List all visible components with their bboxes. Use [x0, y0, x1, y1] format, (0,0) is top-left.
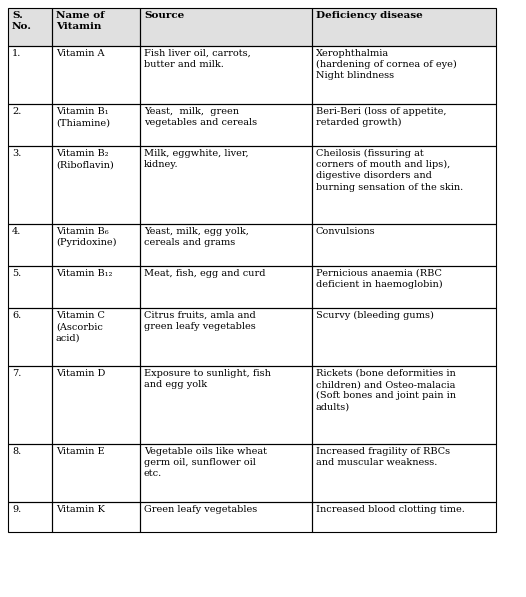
- Text: Vitamin B₁
(Thiamine): Vitamin B₁ (Thiamine): [56, 107, 110, 127]
- Text: Vitamin B₆
(Pyridoxine): Vitamin B₆ (Pyridoxine): [56, 227, 116, 247]
- Bar: [140, 366, 312, 444]
- Text: 4.: 4.: [12, 227, 22, 236]
- Bar: [52, 502, 140, 532]
- Text: Deficiency disease: Deficiency disease: [316, 11, 423, 20]
- Bar: [52, 308, 140, 366]
- Text: Source: Source: [144, 11, 184, 20]
- Text: Scurvy (bleeding gums): Scurvy (bleeding gums): [316, 311, 434, 320]
- Bar: [140, 224, 312, 266]
- Bar: [52, 8, 140, 46]
- Text: Pernicious anaemia (RBC
deficient in haemoglobin): Pernicious anaemia (RBC deficient in hae…: [316, 269, 442, 290]
- Text: 5.: 5.: [12, 269, 21, 278]
- Bar: [312, 224, 496, 266]
- Text: Vitamin D: Vitamin D: [56, 369, 105, 378]
- Text: Cheilosis (fissuring at
corners of mouth and lips),
digestive disorders and
burn: Cheilosis (fissuring at corners of mouth…: [316, 149, 463, 192]
- Bar: [8, 266, 52, 308]
- Bar: [8, 444, 52, 502]
- Bar: [52, 104, 140, 146]
- Bar: [52, 8, 140, 46]
- Text: Exposure to sunlight, fish
and egg yolk: Exposure to sunlight, fish and egg yolk: [144, 369, 271, 389]
- Bar: [140, 8, 312, 46]
- Bar: [312, 146, 496, 224]
- Text: 8.: 8.: [12, 447, 21, 456]
- Text: Increased blood clotting time.: Increased blood clotting time.: [316, 505, 465, 514]
- Bar: [312, 8, 496, 46]
- Bar: [140, 308, 312, 366]
- Text: Vitamin E: Vitamin E: [56, 447, 105, 456]
- Bar: [312, 366, 496, 444]
- Bar: [8, 502, 52, 532]
- Text: Vitamin B₁₂: Vitamin B₁₂: [56, 269, 113, 278]
- Bar: [52, 366, 140, 444]
- Text: Rickets (bone deformities in
children) and Osteo-malacia
(Soft bones and joint p: Rickets (bone deformities in children) a…: [316, 369, 456, 411]
- Text: S.
No.: S. No.: [12, 11, 32, 31]
- Text: Milk, eggwhite, liver,
kidney.: Milk, eggwhite, liver, kidney.: [144, 149, 249, 169]
- Bar: [8, 104, 52, 146]
- Bar: [52, 444, 140, 502]
- Bar: [140, 266, 312, 308]
- Bar: [312, 444, 496, 502]
- Text: 2.: 2.: [12, 107, 22, 116]
- Bar: [8, 308, 52, 366]
- Text: Meat, fish, egg and curd: Meat, fish, egg and curd: [144, 269, 266, 278]
- Text: 1.: 1.: [12, 49, 22, 58]
- Bar: [140, 502, 312, 532]
- Text: Vegetable oils like wheat
germ oil, sunflower oil
etc.: Vegetable oils like wheat germ oil, sunf…: [144, 447, 267, 478]
- Bar: [140, 444, 312, 502]
- Text: 6.: 6.: [12, 311, 21, 320]
- Bar: [140, 8, 312, 46]
- Text: Vitamin C
(Ascorbic
acid): Vitamin C (Ascorbic acid): [56, 311, 105, 342]
- Bar: [52, 46, 140, 104]
- Text: Beri-Beri (loss of appetite,
retarded growth): Beri-Beri (loss of appetite, retarded gr…: [316, 107, 447, 127]
- Bar: [52, 224, 140, 266]
- Bar: [140, 46, 312, 104]
- Text: Vitamin K: Vitamin K: [56, 505, 105, 514]
- Bar: [140, 104, 312, 146]
- Bar: [52, 146, 140, 224]
- Text: Vitamin A: Vitamin A: [56, 49, 105, 58]
- Text: 3.: 3.: [12, 149, 22, 158]
- Bar: [312, 46, 496, 104]
- Text: 7.: 7.: [12, 369, 22, 378]
- Text: Fish liver oil, carrots,
butter and milk.: Fish liver oil, carrots, butter and milk…: [144, 49, 251, 69]
- Text: Citrus fruits, amla and
green leafy vegetables: Citrus fruits, amla and green leafy vege…: [144, 311, 256, 331]
- Text: Name of
Vitamin: Name of Vitamin: [56, 11, 105, 31]
- Bar: [52, 266, 140, 308]
- Text: Yeast, milk, egg yolk,
cereals and grams: Yeast, milk, egg yolk, cereals and grams: [144, 227, 249, 247]
- Bar: [312, 266, 496, 308]
- Bar: [312, 502, 496, 532]
- Bar: [8, 46, 52, 104]
- Text: Green leafy vegetables: Green leafy vegetables: [144, 505, 257, 514]
- Text: Yeast,  milk,  green
vegetables and cereals: Yeast, milk, green vegetables and cereal…: [144, 107, 257, 127]
- Bar: [8, 146, 52, 224]
- Bar: [8, 224, 52, 266]
- Bar: [312, 104, 496, 146]
- Bar: [312, 8, 496, 46]
- Text: Increased fragility of RBCs
and muscular weakness.: Increased fragility of RBCs and muscular…: [316, 447, 450, 467]
- Bar: [8, 8, 52, 46]
- Text: Vitamin B₂
(Riboflavin): Vitamin B₂ (Riboflavin): [56, 149, 114, 169]
- Text: 9.: 9.: [12, 505, 21, 514]
- Bar: [312, 308, 496, 366]
- Bar: [8, 366, 52, 444]
- Text: Convulsions: Convulsions: [316, 227, 376, 236]
- Text: Xerophthalmia
(hardening of cornea of eye)
Night blindness: Xerophthalmia (hardening of cornea of ey…: [316, 49, 457, 81]
- Bar: [140, 146, 312, 224]
- Bar: [8, 8, 52, 46]
